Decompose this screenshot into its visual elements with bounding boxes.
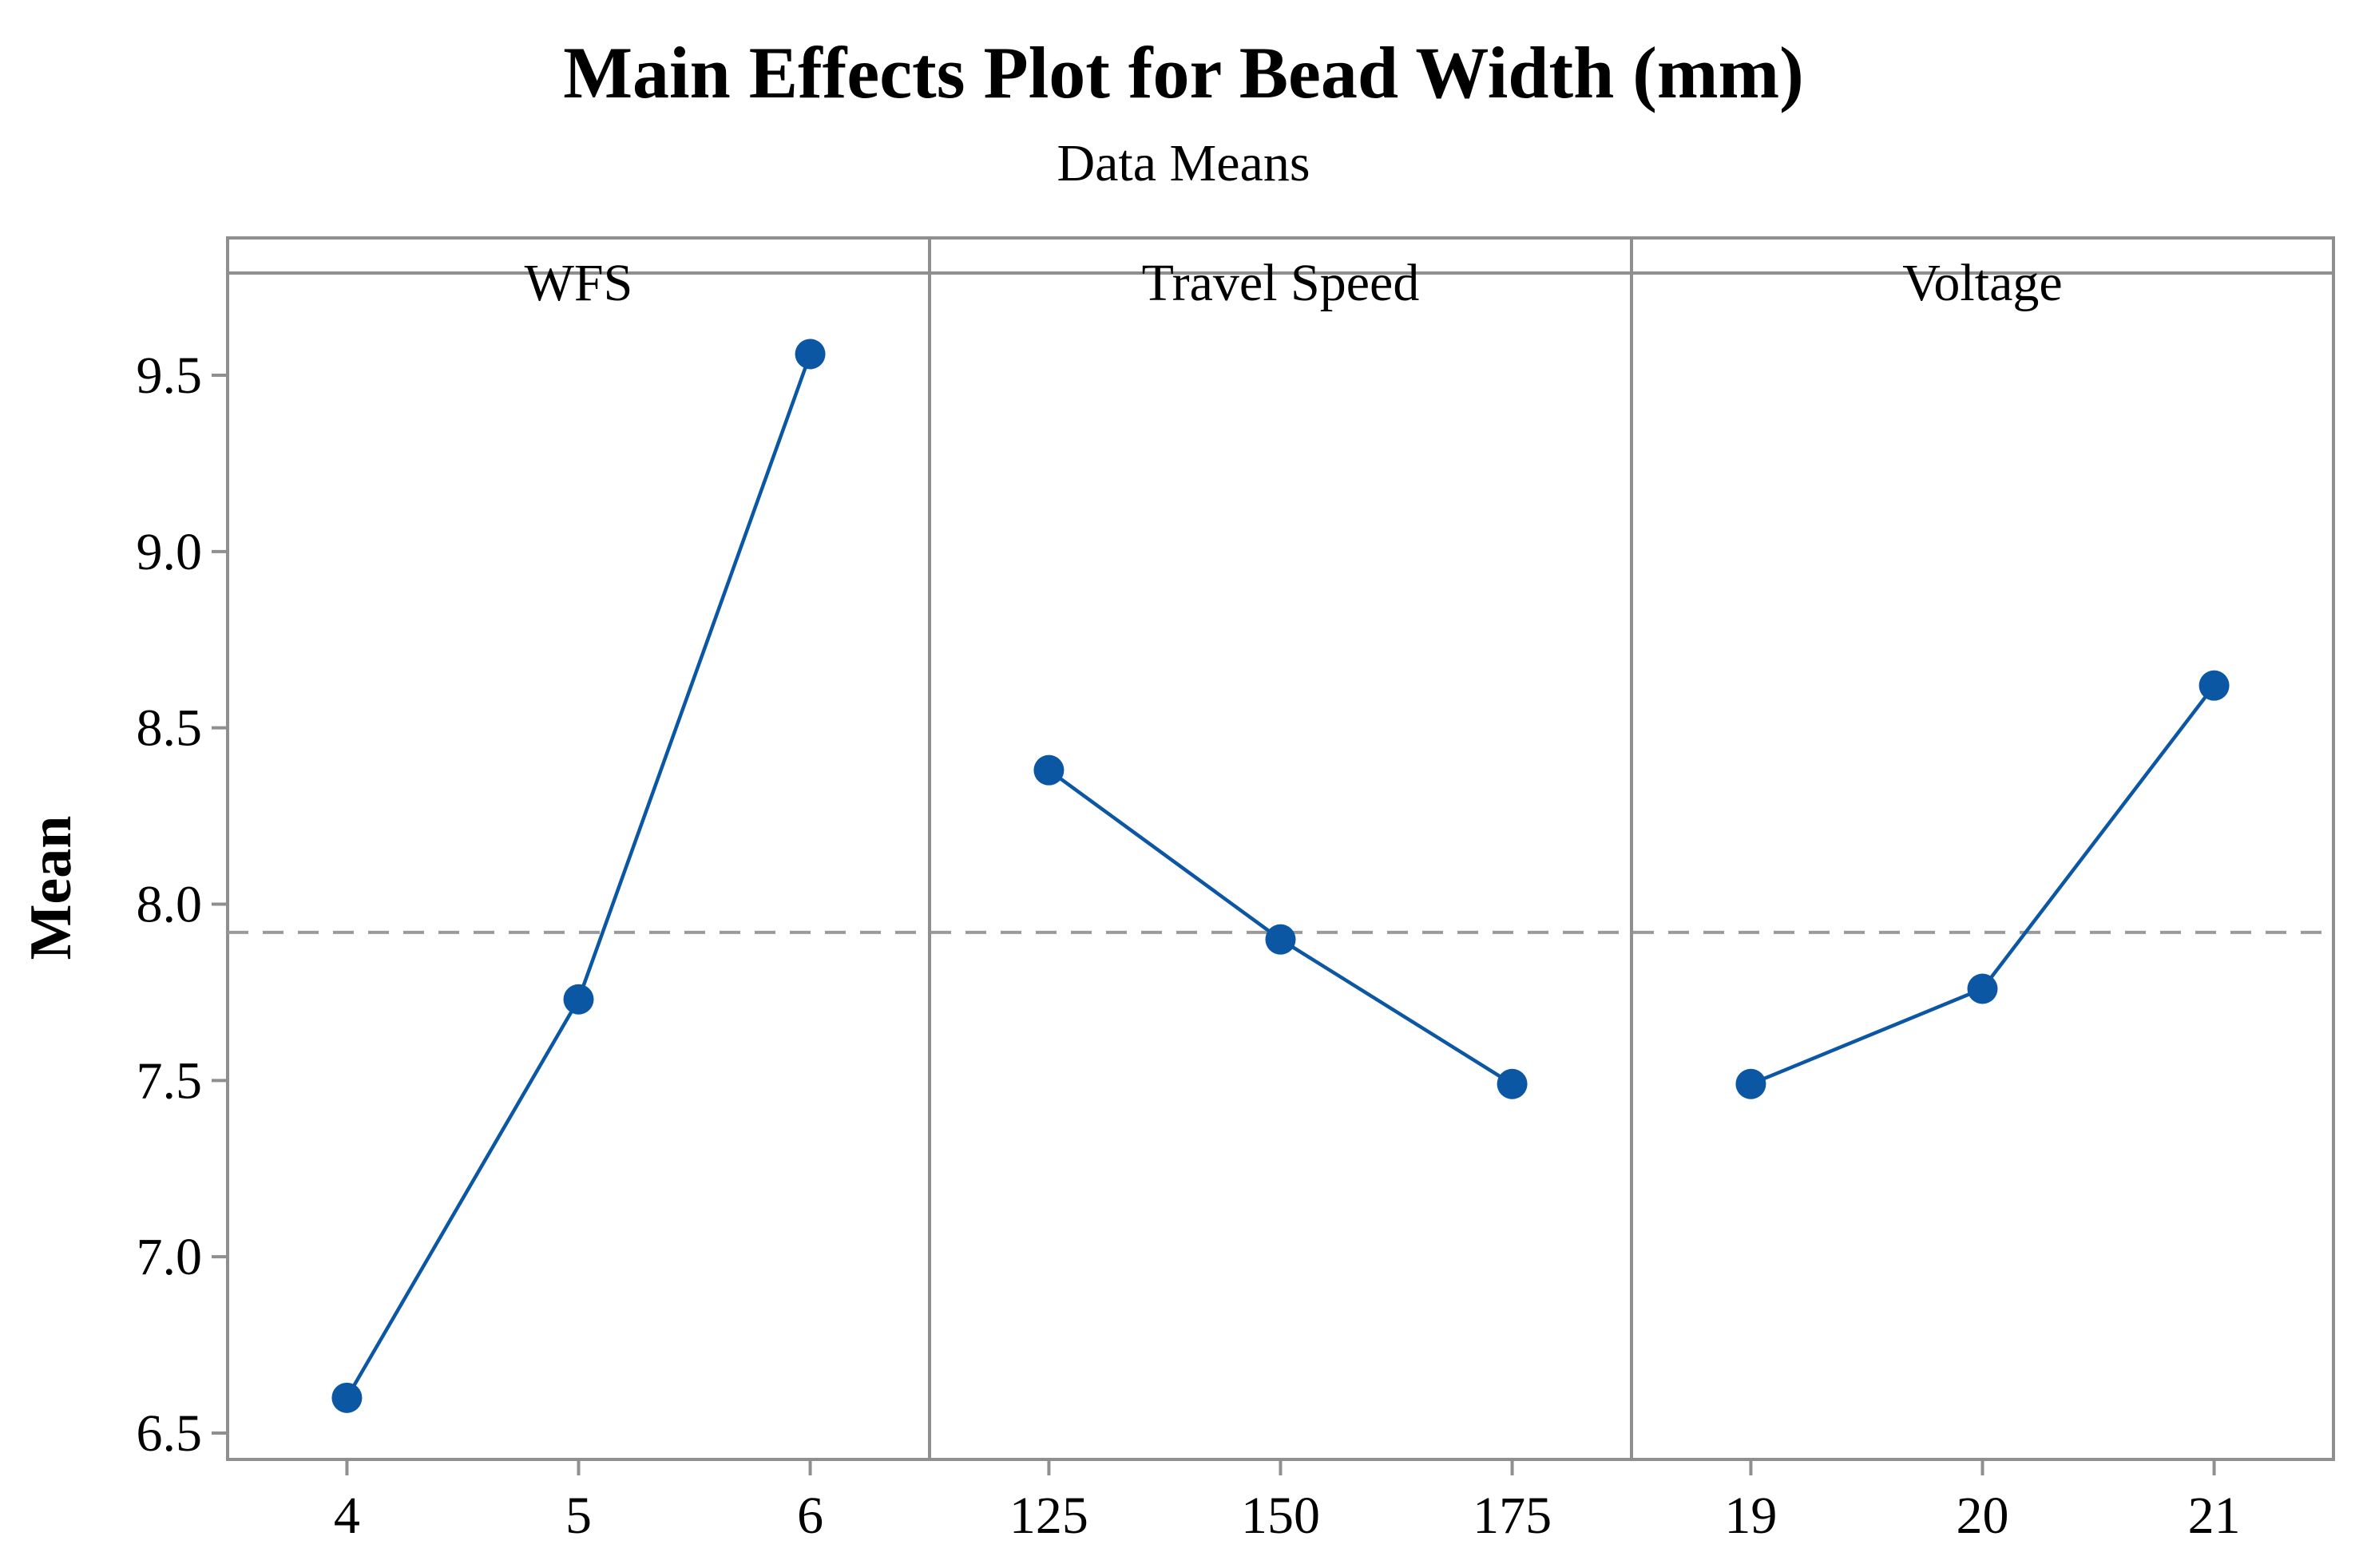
y-tick-label: 9.0 bbox=[137, 523, 203, 581]
data-point bbox=[2198, 670, 2230, 701]
data-point bbox=[563, 984, 594, 1015]
y-tick-label: 7.0 bbox=[137, 1228, 203, 1286]
plot-frame bbox=[226, 236, 2335, 1461]
y-tick-label: 7.5 bbox=[137, 1051, 203, 1110]
y-tick-label: 8.5 bbox=[137, 699, 203, 758]
y-tick-label: 9.5 bbox=[137, 346, 203, 405]
y-axis-label: Mean bbox=[18, 816, 84, 960]
x-tick-label: 4 bbox=[334, 1487, 360, 1545]
y-tick-label: 8.0 bbox=[137, 876, 203, 934]
data-point bbox=[1735, 1068, 1766, 1099]
x-tick-label: 175 bbox=[1473, 1487, 1552, 1545]
panel-label: Travel Speed bbox=[1142, 254, 1420, 312]
x-tick-label: 6 bbox=[797, 1487, 823, 1545]
x-tick-label: 21 bbox=[2188, 1487, 2241, 1545]
data-point bbox=[331, 1382, 363, 1413]
panel-label: Voltage bbox=[1902, 254, 2062, 312]
data-point bbox=[1265, 924, 1296, 955]
series-line bbox=[345, 353, 812, 1399]
x-tick-label: 19 bbox=[1724, 1487, 1777, 1545]
y-tick-label: 6.5 bbox=[137, 1404, 203, 1463]
series-line bbox=[1750, 684, 2216, 1086]
panel-label: WFS bbox=[525, 254, 633, 312]
x-tick-label: 5 bbox=[565, 1487, 592, 1545]
x-tick-label: 150 bbox=[1241, 1487, 1320, 1545]
data-point bbox=[795, 339, 826, 370]
x-tick-label: 20 bbox=[1957, 1487, 2009, 1545]
chart-subtitle: Data Means bbox=[1057, 134, 1310, 192]
data-point bbox=[1497, 1068, 1528, 1099]
plot-area: 6.5 7.0 7.5 8.0 8.5 9.0 9.5 WFS 4 5 6 Travel Speed 1… bbox=[137, 236, 2335, 1545]
chart-title: Main Effects Plot for Bead Width (mm) bbox=[563, 32, 1804, 113]
data-point bbox=[1033, 754, 1065, 786]
data-point bbox=[1967, 973, 1998, 1004]
x-tick-label: 125 bbox=[1009, 1487, 1088, 1545]
